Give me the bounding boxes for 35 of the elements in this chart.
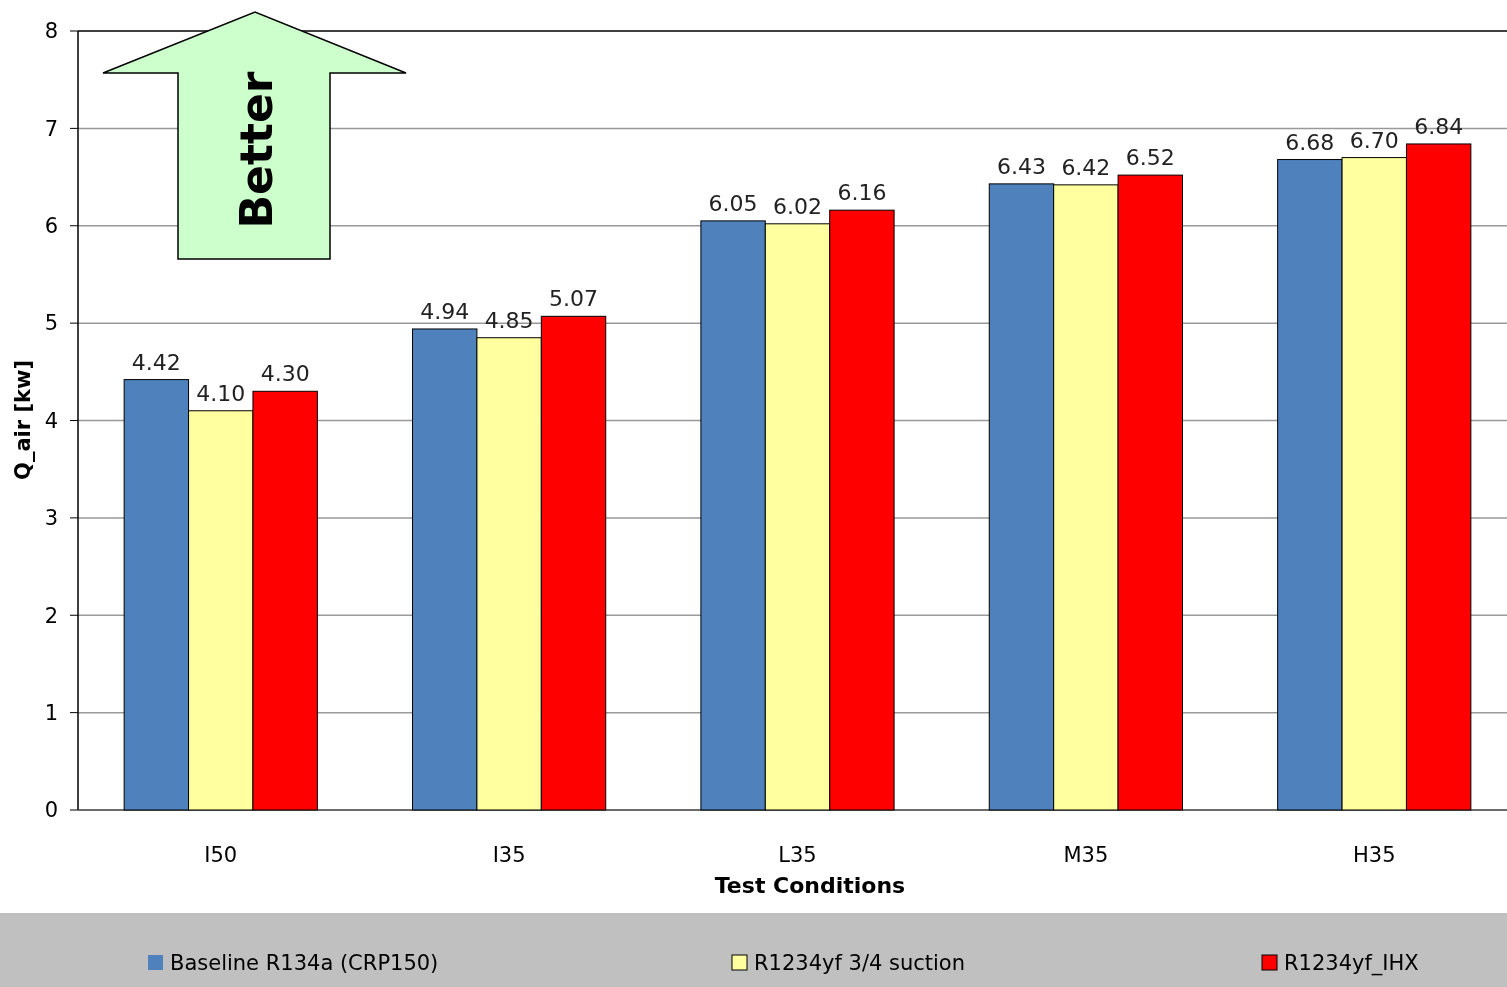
data-label: 4.85 <box>484 307 534 333</box>
x-axis-title: Test Conditions <box>714 873 906 898</box>
y-tick-label: 0 <box>44 798 58 823</box>
data-label: 6.84 <box>1414 113 1464 139</box>
y-tick-label: 8 <box>44 19 58 44</box>
data-label: 6.42 <box>1061 154 1111 180</box>
data-label: 6.02 <box>773 193 822 219</box>
data-label: 6.52 <box>1125 145 1175 171</box>
legend-label: Baseline R134a (CRP150) <box>170 951 439 976</box>
data-label: 4.42 <box>131 349 181 375</box>
y-tick-label: 2 <box>44 603 58 628</box>
annotation: Better <box>231 71 282 229</box>
x-tick-label: I50 <box>204 843 238 867</box>
y-tick-label: 7 <box>44 116 58 141</box>
data-label: 6.16 <box>837 180 887 206</box>
y-tick-label: 3 <box>44 506 58 531</box>
data-label: 5.07 <box>549 286 599 312</box>
legend-label: R1234yf 3/4 suction <box>754 951 966 976</box>
x-tick-label: I35 <box>492 843 526 867</box>
legend-label: R1234yf_IHX <box>1284 951 1419 977</box>
x-tick-label: M35 <box>1063 843 1109 867</box>
x-tick-label: H35 <box>1353 843 1396 867</box>
y-tick-label: 1 <box>44 700 58 725</box>
data-label: 4.10 <box>196 380 246 406</box>
y-tick-label: 6 <box>44 214 58 239</box>
y-tick-label: 5 <box>44 311 58 336</box>
data-label: 4.94 <box>420 298 470 324</box>
data-label: 6.43 <box>996 153 1046 179</box>
y-tick-label: 4 <box>44 408 58 433</box>
data-label: 6.68 <box>1285 129 1335 155</box>
data-label: 4.30 <box>260 361 310 387</box>
y-axis-title: Q_air [kw] <box>11 360 35 480</box>
data-label: 6.05 <box>708 190 758 216</box>
data-label: 6.70 <box>1349 127 1399 153</box>
x-tick-label: L35 <box>778 843 817 867</box>
